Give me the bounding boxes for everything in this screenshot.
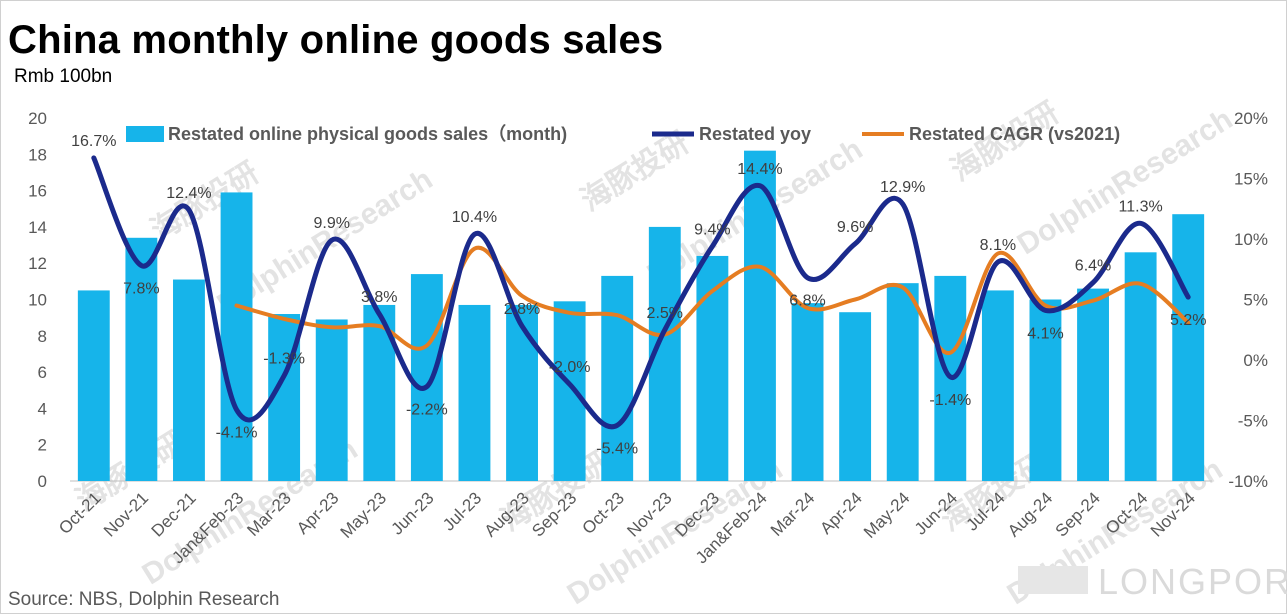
x-axis-tick-label: Jun-23 xyxy=(388,488,438,538)
sales-bar xyxy=(791,303,824,481)
legend-swatch-sales xyxy=(126,126,164,142)
sales-bar xyxy=(981,290,1014,481)
sales-bar xyxy=(125,237,158,481)
yoy-data-label: 9.4% xyxy=(694,221,730,238)
left-axis-tick-label: 14 xyxy=(28,218,47,237)
cagr-line xyxy=(234,245,1191,355)
yoy-data-label: -4.1% xyxy=(216,425,258,442)
sales-bar xyxy=(1077,288,1109,481)
legend: Restated online physical goods sales（mon… xyxy=(126,124,1120,144)
yoy-data-label: -1.4% xyxy=(929,392,971,409)
yoy-data-label: -1.3% xyxy=(263,351,305,368)
legend-label-cagr: Restated CAGR (vs2021) xyxy=(909,124,1120,144)
yoy-data-label: -2.0% xyxy=(549,359,591,376)
sales-bar xyxy=(220,192,253,482)
yoy-data-label: 12.9% xyxy=(880,179,925,196)
yoy-data-label: 3.8% xyxy=(361,289,397,306)
left-axis-tick-label: 16 xyxy=(28,182,47,201)
yoy-data-label: -2.2% xyxy=(406,402,448,419)
sales-bar xyxy=(839,312,872,481)
sales-bar xyxy=(886,283,919,481)
yoy-data-label: 7.8% xyxy=(123,281,159,298)
yoy-data-label: 9.9% xyxy=(313,215,349,232)
legend-label-yoy: Restated yoy xyxy=(699,124,811,144)
sales-bar xyxy=(601,275,634,481)
longport-logo-icon xyxy=(1018,566,1088,594)
left-axis-tick-label: 0 xyxy=(38,472,47,491)
x-axis-tick-label: Apr-24 xyxy=(816,488,866,538)
right-axis-tick-label: 10% xyxy=(1234,230,1268,249)
yoy-data-label: 10.4% xyxy=(452,209,497,226)
sales-bar xyxy=(173,279,205,481)
x-axis-tick-label: Oct-23 xyxy=(579,488,629,538)
yoy-data-label: 6.8% xyxy=(789,293,825,310)
sales-bar xyxy=(744,150,776,482)
yoy-data-label: 12.4% xyxy=(166,185,211,202)
yoy-data-label: 2.5% xyxy=(647,305,683,322)
left-axis-tick-label: 10 xyxy=(28,291,47,310)
sales-bar xyxy=(553,301,586,481)
watermark-logo: LONGPORT xyxy=(1098,561,1287,602)
yoy-line xyxy=(91,155,1191,430)
left-axis-unit: Rmb 100bn xyxy=(14,66,113,87)
right-axis-tick-label: -10% xyxy=(1228,472,1268,491)
sales-bar xyxy=(77,290,110,481)
data-labels: 16.7% 7.8% 12.4% -4.1% -1.3% 9.9% 3.8% -2.2% 10.… xyxy=(71,133,1206,457)
line-series xyxy=(91,155,1191,430)
yoy-data-label: 2.8% xyxy=(504,301,540,318)
left-axis-tick-label: 8 xyxy=(38,327,47,346)
chart-title: China monthly online goods sales xyxy=(8,18,664,62)
left-axis-tick-label: 6 xyxy=(38,363,47,382)
x-axis-tick-label: Mar-24 xyxy=(767,488,819,540)
yoy-data-label: 9.6% xyxy=(837,219,873,236)
left-axis-tick-label: 4 xyxy=(38,399,47,418)
right-axis-tick-label: 20% xyxy=(1234,109,1268,128)
source-note: Source: NBS, Dolphin Research xyxy=(8,589,280,610)
yoy-data-label: 8.1% xyxy=(980,237,1016,254)
yoy-data-label: 6.4% xyxy=(1075,258,1111,275)
left-axis-tick-label: 12 xyxy=(28,254,47,273)
sales-bar xyxy=(1124,252,1157,481)
yoy-data-label: -5.4% xyxy=(596,440,638,457)
right-axis-tick-label: 0% xyxy=(1243,351,1268,370)
left-axis-tick-label: 2 xyxy=(38,436,47,455)
left-axis-tick-label: 18 xyxy=(28,145,47,164)
sales-bar xyxy=(315,319,348,481)
sales-bar xyxy=(1029,299,1062,481)
bar-series xyxy=(77,150,1205,482)
right-axis-tick-label: -5% xyxy=(1238,412,1268,431)
watermark-brand-cn: 海豚投研 xyxy=(575,126,694,218)
yoy-data-label: 4.1% xyxy=(1027,325,1063,342)
right-axis-tick-label: 15% xyxy=(1234,170,1268,189)
yoy-data-label: 11.3% xyxy=(1119,198,1163,215)
sales-bar xyxy=(1172,214,1205,481)
legend-label-sales: Restated online physical goods sales（mon… xyxy=(168,124,567,144)
yoy-data-label: 16.7% xyxy=(71,133,116,150)
x-axis-tick-label: May-23 xyxy=(337,488,391,542)
sales-bar xyxy=(506,304,538,481)
yoy-data-label: 14.4% xyxy=(737,161,782,178)
yoy-data-label: 5.2% xyxy=(1170,312,1206,329)
left-axis-tick-label: 20 xyxy=(28,109,47,128)
x-axis-tick-label: May-24 xyxy=(860,488,914,542)
sales-bar xyxy=(410,274,443,481)
right-axis-tick-label: 5% xyxy=(1243,291,1268,310)
x-axis-tick-label: Jul-23 xyxy=(439,488,485,534)
sales-bar xyxy=(458,304,491,481)
